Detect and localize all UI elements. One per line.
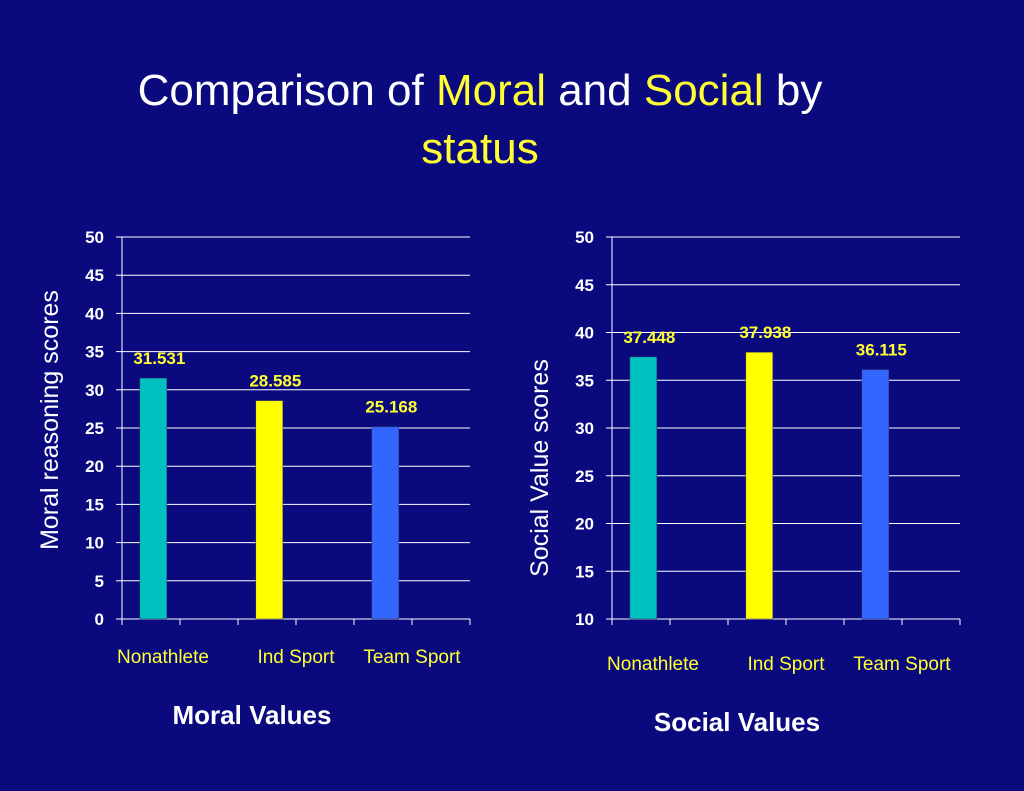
moral-ytick-label: 30 — [85, 381, 104, 400]
moral-data-label: 28.585 — [249, 372, 301, 391]
title-part-social: Social — [643, 66, 764, 115]
social-ytick-label: 40 — [575, 324, 594, 343]
social-ytick-label: 15 — [575, 562, 594, 581]
social-ytick-label: 35 — [575, 371, 594, 390]
social-category-label: Team Sport — [853, 654, 951, 675]
moral-ytick-label: 45 — [85, 266, 104, 285]
social-ytick-label: 20 — [575, 515, 594, 534]
moral-ytick-label: 10 — [85, 534, 104, 553]
moral-category-label: Nonathlete — [117, 647, 209, 668]
moral-ytick-label: 20 — [85, 457, 104, 476]
social-y-axis-title: Social Value scores — [526, 359, 554, 577]
social-category-label: Nonathlete — [607, 654, 699, 675]
social-chart-caption: Social Values — [654, 707, 820, 737]
social-category-label: Ind Sport — [747, 654, 825, 675]
moral-ytick-label: 5 — [95, 572, 104, 591]
moral-data-label: 31.531 — [133, 349, 185, 368]
moral-ytick-label: 40 — [85, 304, 104, 323]
social-bar-nonathlete — [629, 356, 658, 620]
social-ytick-label: 50 — [575, 228, 594, 247]
title-part-moral: Moral — [435, 66, 546, 115]
social-data-label: 36.115 — [856, 341, 907, 360]
social-ytick-label: 25 — [575, 467, 594, 486]
moral-category-label: Team Sport — [363, 647, 461, 668]
social-ytick-label: 30 — [575, 419, 594, 438]
moral-chart-caption: Moral Values — [173, 700, 332, 730]
moral-bar-team-sport — [371, 426, 400, 620]
moral-ytick-label: 35 — [85, 343, 104, 362]
social-bar-team-sport — [861, 369, 890, 620]
moral-ytick-label: 25 — [85, 419, 104, 438]
social-ytick-label: 10 — [575, 610, 594, 629]
social-bar-ind-sport — [745, 351, 774, 620]
moral-y-axis-title: Moral reasoning scores — [36, 290, 64, 550]
moral-ytick-label: 50 — [85, 228, 104, 247]
social-data-label: 37.938 — [739, 323, 791, 342]
moral-category-label: Ind Sport — [257, 647, 335, 668]
title-part-3: and — [545, 66, 644, 115]
moral-data-label: 25.168 — [365, 398, 417, 417]
moral-bar-nonathlete — [139, 377, 168, 620]
title-part-5: by — [763, 66, 823, 115]
social-data-label: 37.448 — [623, 328, 675, 347]
moral-bar-ind-sport — [255, 400, 284, 620]
social-ytick-label: 45 — [575, 276, 594, 295]
title-part-status: status — [421, 124, 539, 173]
slide-title: Comparison of Moral and Social by status — [0, 62, 960, 178]
moral-ytick-label: 15 — [85, 495, 104, 514]
title-part-1: Comparison of — [137, 66, 436, 115]
moral-ytick-label: 0 — [95, 610, 104, 629]
